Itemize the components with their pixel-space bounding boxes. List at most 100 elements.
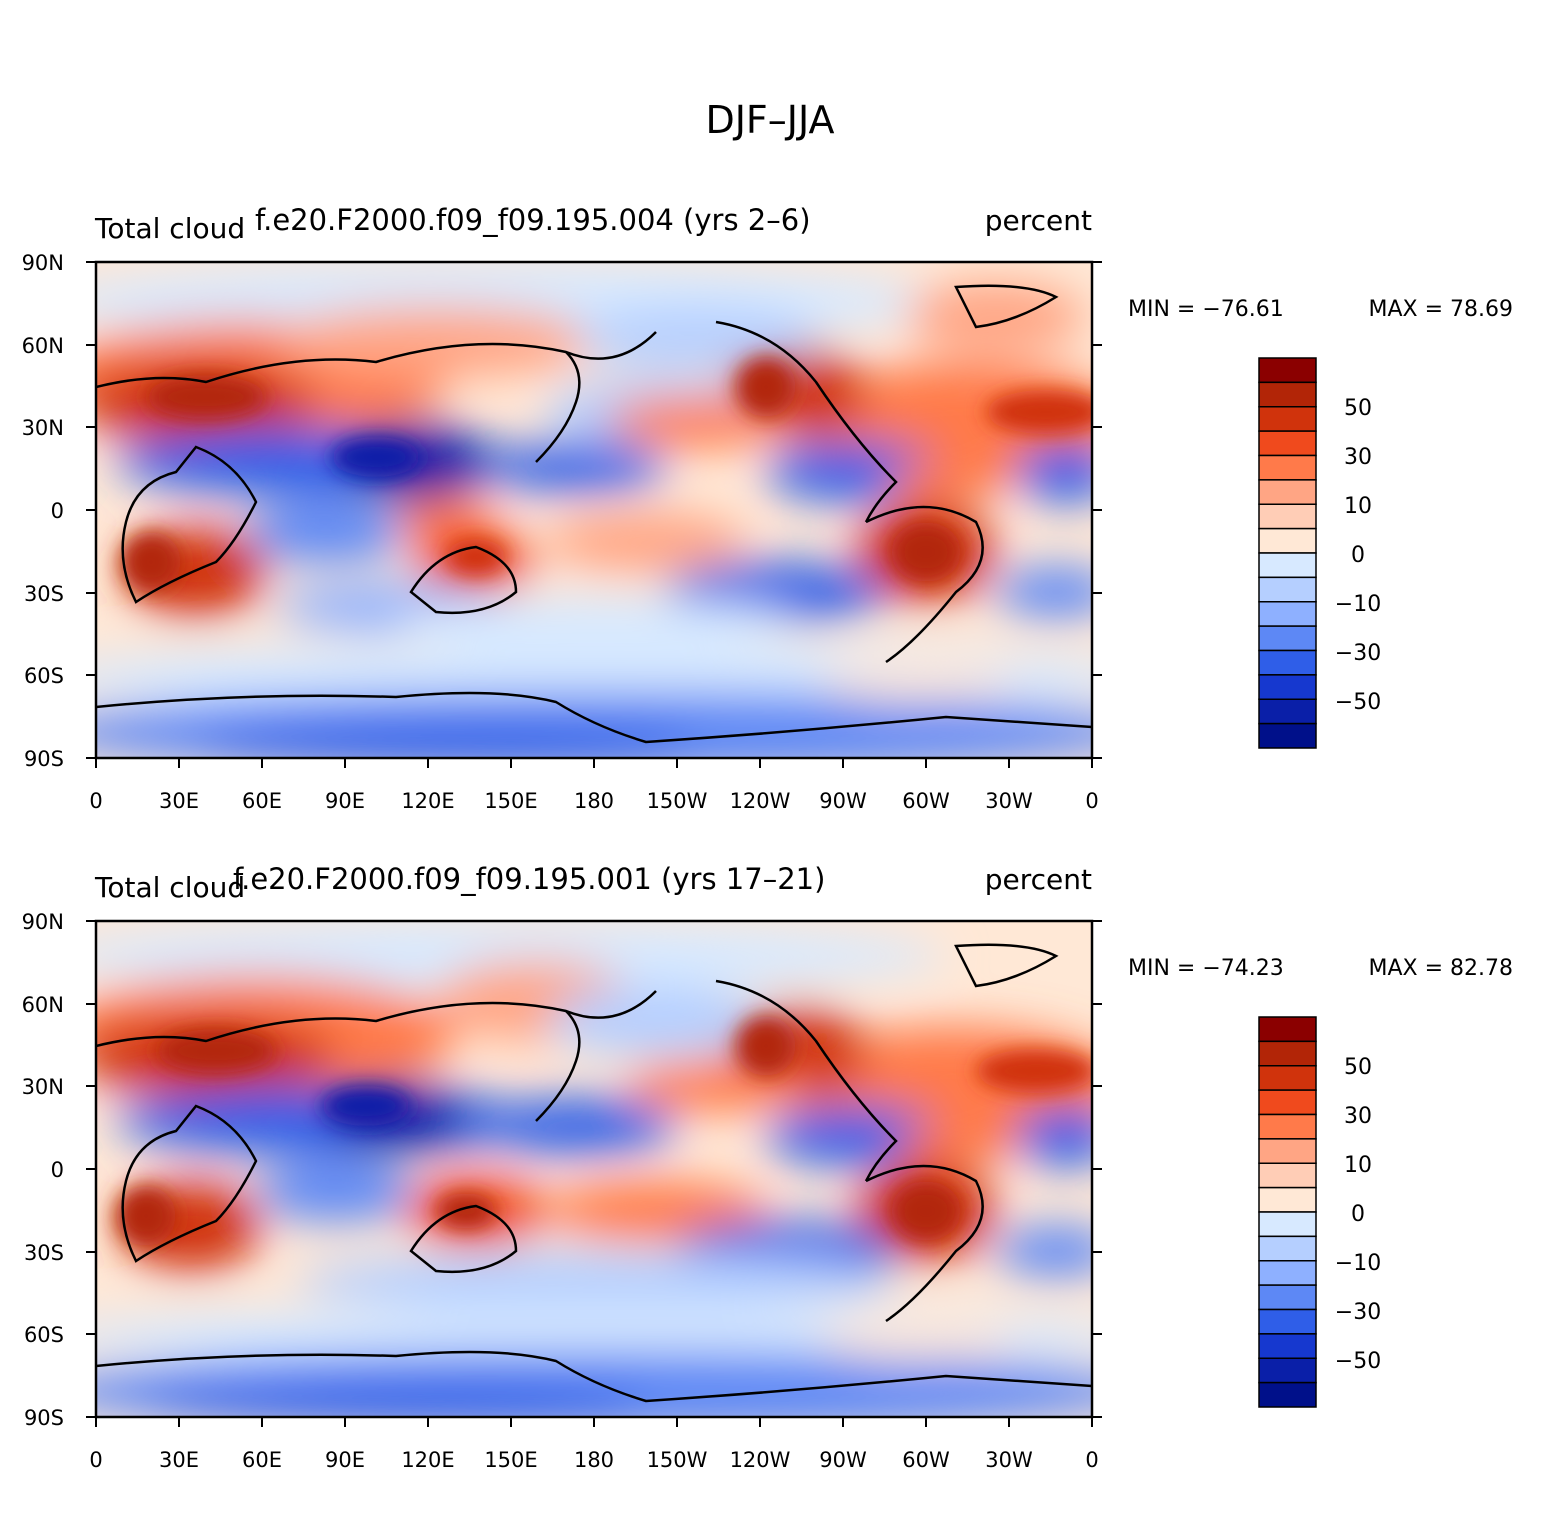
- colorbar-label: 10: [1344, 494, 1372, 519]
- panel-1-map: [86, 260, 1102, 768]
- colorbar-swatch: [1258, 1162, 1317, 1189]
- lat-label: 60N: [22, 334, 64, 358]
- panel-1-variable-label: Total cloud: [94, 212, 245, 245]
- colorbar-swatch: [1258, 1040, 1317, 1067]
- colorbar-swatch: [1258, 1381, 1317, 1408]
- colorbar-swatch: [1258, 1138, 1317, 1164]
- colorbar-swatch: [1258, 625, 1317, 652]
- colorbar-label: 0: [1351, 543, 1365, 568]
- colorbar-label: 10: [1344, 1153, 1372, 1178]
- colorbar-swatch: [1258, 1089, 1317, 1116]
- panel-2-lon-labels: 0 30E 60E 90E 120E 150E 180 150W 120W 90…: [89, 1448, 1098, 1472]
- lon-label: 90E: [325, 789, 365, 813]
- lon-label: 180: [574, 1448, 614, 1472]
- colorbar-label: 30: [1344, 1104, 1372, 1129]
- panel-2-colorbar: [1258, 1016, 1317, 1408]
- lon-label: 120E: [401, 1448, 454, 1472]
- colorbar-swatch: [1258, 406, 1317, 432]
- colorbar-swatch: [1258, 1113, 1317, 1140]
- colorbar-swatch: [1258, 1260, 1317, 1286]
- panel-1-colorbar-labels: 50 30 10 0 −10 −30 −50: [1335, 396, 1381, 715]
- colorbar-label: −50: [1335, 1349, 1381, 1374]
- colorbar-swatch: [1258, 1211, 1317, 1238]
- lon-label: 150E: [484, 1448, 537, 1472]
- panel-1-lat-labels: 90N 60N 30N 0 30S 60S 90S: [22, 251, 64, 771]
- colorbar-swatch: [1258, 1016, 1317, 1043]
- colorbar-label: −10: [1335, 1251, 1381, 1276]
- lon-label: 90W: [819, 789, 867, 813]
- lon-label: 120E: [401, 789, 454, 813]
- colorbar-swatch: [1258, 674, 1317, 700]
- lat-label: 90N: [22, 251, 64, 275]
- figure-title: DJF–JJA: [705, 98, 834, 142]
- lon-label: 0: [1085, 789, 1098, 813]
- lon-label: 90E: [325, 1448, 365, 1472]
- panel-1-coastlines: [96, 284, 1092, 744]
- colorbar-swatch: [1258, 1235, 1317, 1262]
- colorbar-swatch: [1258, 1333, 1317, 1359]
- lon-label: 150W: [647, 1448, 708, 1472]
- lon-label: 30E: [159, 1448, 199, 1472]
- panel-1-ticks: [86, 261, 1102, 768]
- lon-label: 0: [89, 789, 102, 813]
- colorbar-swatch: [1258, 1186, 1317, 1213]
- lon-label: 60E: [242, 1448, 282, 1472]
- colorbar-swatch: [1258, 552, 1317, 579]
- panel-1-colorbar: [1258, 357, 1317, 749]
- lon-label: 60W: [902, 1448, 950, 1472]
- lon-label: 0: [1085, 1448, 1098, 1472]
- colorbar-swatch: [1258, 357, 1317, 384]
- colorbar-label: 0: [1351, 1202, 1365, 1227]
- panel-2-max-label: MAX = 82.78: [1368, 956, 1513, 981]
- lon-label: 150W: [647, 789, 708, 813]
- lon-label: 60W: [902, 789, 950, 813]
- panel-2-lat-labels: 90N 60N 30N 0 30S 60S 90S: [22, 910, 64, 1430]
- panel-2-case-label: f.e20.F2000.f09_f09.195.001 (yrs 17–21): [233, 862, 825, 896]
- panel-1-min-label: MIN = −76.61: [1128, 297, 1284, 322]
- colorbar-swatch: [1258, 649, 1317, 676]
- colorbar-swatch: [1258, 527, 1317, 554]
- panel-2-colorbar-labels: 50 30 10 0 −10 −30 −50: [1335, 1055, 1381, 1374]
- colorbar-swatch: [1258, 503, 1317, 530]
- lon-label: 30W: [985, 1448, 1033, 1472]
- lon-label: 30E: [159, 789, 199, 813]
- lat-label: 30N: [22, 1075, 64, 1099]
- lat-label: 60S: [24, 664, 64, 688]
- colorbar-label: −10: [1335, 592, 1381, 617]
- panel-1-lon-labels: 0 30E 60E 90E 120E 150E 180 150W 120W 90…: [89, 789, 1098, 813]
- colorbar-swatch: [1258, 601, 1317, 627]
- colorbar-label: −50: [1335, 690, 1381, 715]
- colorbar-swatch: [1258, 430, 1317, 457]
- colorbar-swatch: [1258, 1284, 1317, 1311]
- lon-label: 180: [574, 789, 614, 813]
- lon-label: 120W: [730, 789, 791, 813]
- panel-2-map: [86, 919, 1102, 1427]
- lat-label: 90S: [24, 747, 64, 771]
- lat-label: 90S: [24, 1406, 64, 1430]
- colorbar-swatch: [1258, 1357, 1317, 1384]
- lat-label: 0: [51, 499, 64, 523]
- colorbar-swatch: [1258, 576, 1317, 603]
- colorbar-swatch: [1258, 454, 1317, 481]
- panel-2: Total cloud f.e20.F2000.f09_f09.195.001 …: [22, 862, 1513, 1472]
- colorbar-swatch: [1258, 722, 1317, 749]
- lon-label: 90W: [819, 1448, 867, 1472]
- colorbar-swatch: [1258, 479, 1317, 505]
- lat-label: 0: [51, 1158, 64, 1182]
- panel-1-max-label: MAX = 78.69: [1368, 297, 1513, 322]
- colorbar-label: −30: [1335, 1300, 1381, 1325]
- panel-1: Total cloud f.e20.F2000.f09_f09.195.004 …: [22, 203, 1513, 813]
- panel-2-coastlines: [96, 943, 1092, 1403]
- panel-1-units-label: percent: [985, 204, 1092, 237]
- lat-label: 60N: [22, 993, 64, 1017]
- lon-label: 30W: [985, 789, 1033, 813]
- lat-label: 30N: [22, 416, 64, 440]
- lon-label: 60E: [242, 789, 282, 813]
- colorbar-label: 50: [1344, 1055, 1372, 1080]
- lat-label: 30S: [24, 582, 64, 606]
- panel-2-min-label: MIN = −74.23: [1128, 956, 1284, 981]
- colorbar-label: −30: [1335, 641, 1381, 666]
- lon-label: 0: [89, 1448, 102, 1472]
- colorbar-swatch: [1258, 1308, 1317, 1335]
